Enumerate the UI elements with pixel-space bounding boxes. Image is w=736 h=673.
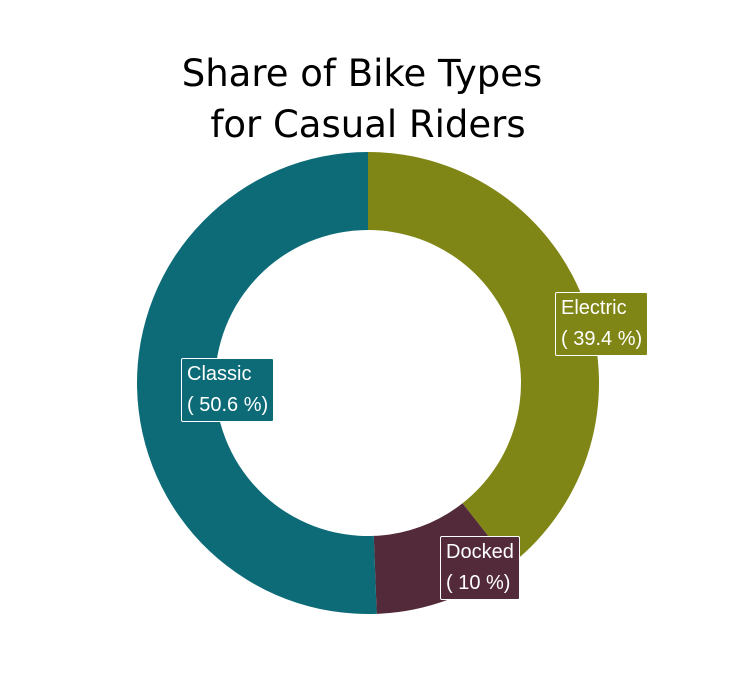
slice-classic xyxy=(137,152,377,614)
slice-label-classic: Classic ( 50.6 %) xyxy=(181,358,275,422)
slice-label-classic-name: Classic xyxy=(187,363,252,385)
slice-label-docked-percent: ( 10 %) xyxy=(446,572,511,594)
slice-label-electric: Electric ( 39.4 %) xyxy=(555,292,649,356)
slice-label-classic-percent: ( 50.6 %) xyxy=(187,394,269,416)
slice-label-electric-percent: ( 39.4 %) xyxy=(561,328,643,350)
slice-label-docked-name: Docked xyxy=(446,541,514,563)
slice-label-electric-name: Electric xyxy=(561,297,627,319)
chart-title-line-2: for Casual Riders xyxy=(210,103,525,146)
chart-title-line-1: Share of Bike Types xyxy=(182,52,543,95)
slice-label-docked: Docked ( 10 %) xyxy=(440,536,520,600)
slice-electric xyxy=(368,152,600,565)
